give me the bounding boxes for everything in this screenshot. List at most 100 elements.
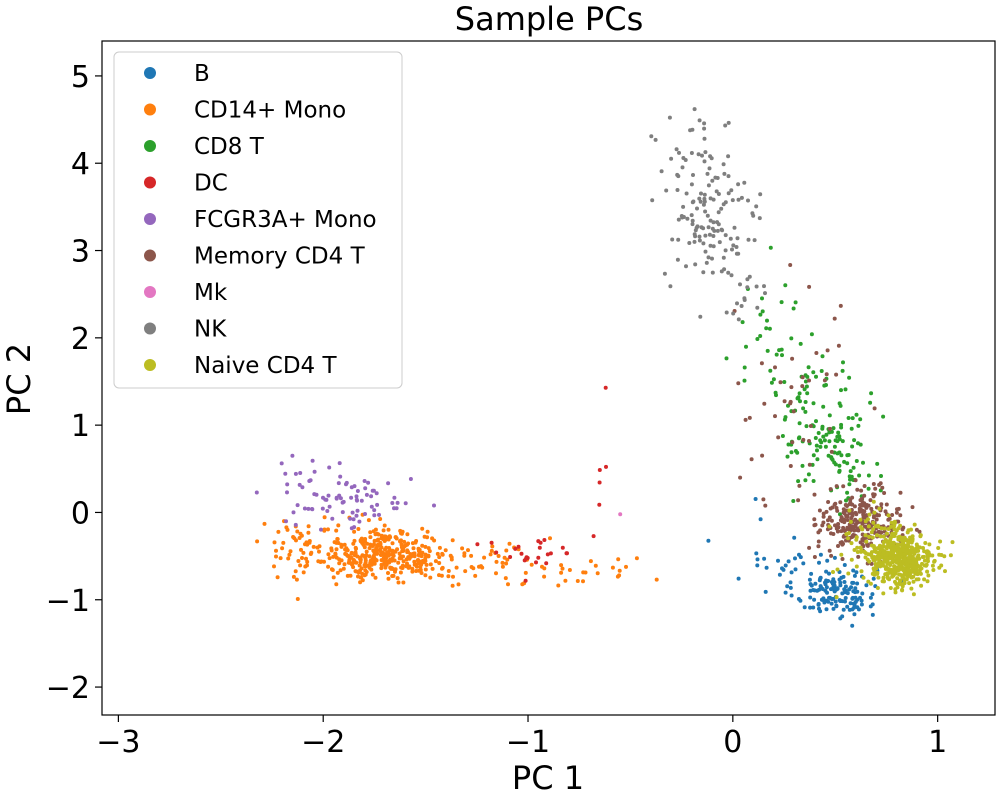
data-point bbox=[832, 444, 837, 449]
data-point bbox=[786, 442, 791, 447]
data-point bbox=[818, 575, 823, 580]
data-point bbox=[841, 360, 845, 365]
data-point bbox=[817, 508, 822, 513]
data-point bbox=[895, 542, 900, 547]
data-point bbox=[832, 502, 837, 507]
data-point bbox=[854, 535, 859, 540]
data-point bbox=[745, 285, 750, 290]
data-point bbox=[760, 296, 764, 301]
data-point bbox=[795, 450, 800, 455]
data-point bbox=[838, 403, 843, 408]
data-point bbox=[676, 174, 681, 179]
data-point bbox=[814, 374, 818, 379]
data-point bbox=[581, 579, 585, 584]
data-point bbox=[423, 573, 428, 578]
data-point bbox=[839, 515, 844, 520]
data-point bbox=[370, 572, 375, 577]
data-point bbox=[850, 416, 855, 421]
data-point bbox=[379, 562, 384, 567]
data-point bbox=[808, 595, 813, 600]
data-point bbox=[871, 558, 876, 563]
data-point bbox=[702, 121, 707, 126]
data-point bbox=[829, 531, 833, 536]
data-point bbox=[405, 548, 410, 553]
data-point bbox=[524, 555, 529, 560]
data-point bbox=[708, 154, 713, 159]
data-point bbox=[710, 178, 715, 183]
data-point bbox=[724, 356, 729, 361]
data-point bbox=[867, 534, 872, 539]
data-point bbox=[805, 391, 810, 396]
data-point bbox=[803, 373, 808, 378]
data-point bbox=[911, 560, 916, 565]
data-point bbox=[900, 527, 905, 532]
data-point bbox=[776, 435, 781, 440]
data-point bbox=[835, 586, 840, 591]
data-point bbox=[861, 460, 865, 465]
data-point bbox=[293, 569, 298, 574]
data-point bbox=[881, 540, 886, 545]
data-point bbox=[807, 378, 811, 383]
data-point bbox=[758, 312, 763, 317]
legend-label: DC bbox=[194, 171, 228, 197]
data-point bbox=[902, 557, 907, 562]
data-point bbox=[848, 601, 853, 606]
series-3-points bbox=[475, 385, 608, 583]
data-point bbox=[306, 524, 311, 529]
data-point bbox=[300, 556, 304, 560]
data-point bbox=[798, 555, 803, 560]
data-point bbox=[387, 560, 392, 565]
data-point bbox=[349, 555, 354, 560]
chart-title: Sample PCs bbox=[455, 0, 643, 38]
data-point bbox=[523, 578, 528, 583]
data-point bbox=[385, 550, 390, 555]
data-point bbox=[845, 490, 850, 495]
data-point bbox=[854, 459, 859, 463]
data-point bbox=[851, 568, 856, 573]
data-point bbox=[489, 540, 494, 545]
data-point bbox=[349, 495, 354, 500]
data-point bbox=[454, 565, 459, 570]
data-point bbox=[416, 558, 421, 562]
data-point bbox=[894, 560, 899, 565]
data-point bbox=[411, 551, 416, 556]
data-point bbox=[690, 218, 695, 223]
data-point bbox=[853, 510, 858, 515]
data-point bbox=[870, 571, 875, 576]
data-point bbox=[695, 206, 699, 211]
data-point bbox=[827, 548, 832, 553]
data-point bbox=[861, 536, 866, 541]
data-point bbox=[861, 575, 866, 580]
data-point bbox=[925, 552, 930, 557]
data-point bbox=[831, 570, 835, 574]
data-point bbox=[395, 576, 400, 581]
data-point bbox=[857, 473, 862, 478]
data-point bbox=[274, 554, 278, 559]
data-point bbox=[405, 561, 409, 566]
data-point bbox=[388, 535, 393, 540]
data-point bbox=[875, 546, 880, 551]
data-point bbox=[878, 562, 883, 567]
data-point bbox=[751, 213, 756, 218]
data-point bbox=[838, 500, 843, 505]
data-point bbox=[650, 198, 655, 203]
data-point bbox=[776, 558, 780, 563]
data-point bbox=[926, 573, 931, 578]
data-point bbox=[293, 522, 298, 527]
data-point bbox=[869, 506, 874, 511]
data-point bbox=[788, 263, 793, 267]
data-point bbox=[876, 575, 881, 580]
data-point bbox=[356, 570, 361, 575]
data-point bbox=[876, 552, 881, 557]
data-point bbox=[798, 598, 803, 603]
data-point bbox=[284, 519, 288, 524]
data-point bbox=[839, 388, 843, 393]
data-point bbox=[808, 424, 813, 428]
data-point bbox=[559, 563, 564, 568]
legend-item: NK bbox=[144, 317, 227, 343]
data-point bbox=[300, 485, 305, 490]
data-point bbox=[390, 541, 395, 546]
data-point bbox=[405, 532, 410, 537]
data-point bbox=[701, 202, 706, 207]
